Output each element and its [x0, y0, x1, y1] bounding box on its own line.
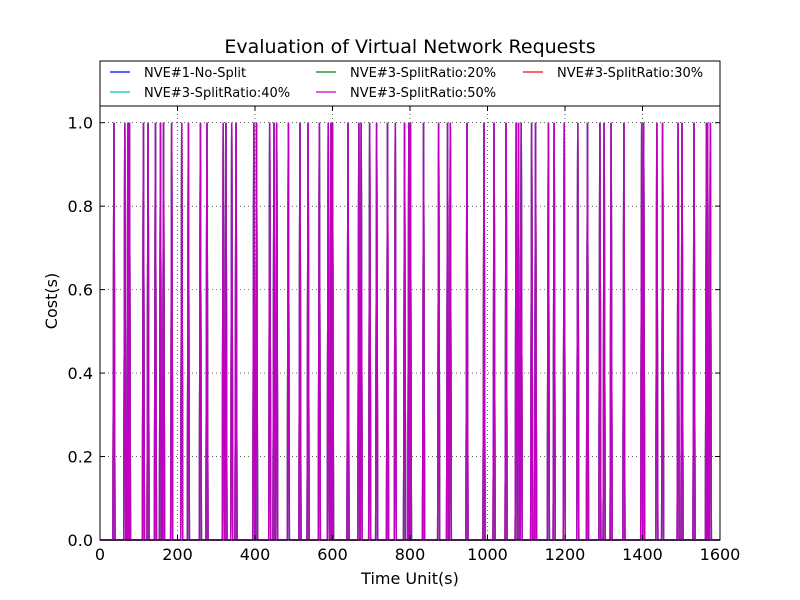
legend-frame [99, 60, 721, 107]
y-axis-label: Cost(s) [42, 273, 61, 329]
y-tick-label: 0.6 [68, 281, 93, 300]
x-tick-label: 800 [395, 545, 426, 564]
x-tick-label: 1600 [700, 545, 741, 564]
legend-label: NVE#1-No-Split [144, 66, 246, 81]
y-tick-label: 0.8 [68, 197, 93, 216]
legend-label: NVE#3-SplitRatio:20% [350, 66, 496, 81]
y-tick-label: 0.0 [68, 531, 93, 550]
x-tick-label: 200 [162, 545, 193, 564]
y-tick-labels: 0.0 0.2 0.4 0.6 0.8 1.0 [68, 114, 93, 550]
x-tick-label: 400 [240, 545, 271, 564]
x-tick-label: 0 [95, 545, 105, 564]
y-tick-label: 1.0 [68, 114, 93, 133]
chart-title: Evaluation of Virtual Network Requests [224, 36, 595, 58]
y-tick-label: 0.2 [68, 448, 93, 467]
legend-entry: NVE#3-SplitRatio:50% [316, 86, 496, 101]
legend-label: NVE#3-SplitRatio:50% [350, 86, 496, 101]
legend: NVE#1-No-Split NVE#3-SplitRatio:20% NVE#3-… [99, 60, 721, 107]
legend-label: NVE#3-SplitRatio:40% [144, 86, 290, 101]
x-tick-labels: 0 200 400 600 800 1000 1200 1400 1600 [95, 545, 740, 564]
legend-label: NVE#3-SplitRatio:30% [557, 66, 703, 81]
x-tick-label: 1000 [467, 545, 508, 564]
legend-entry: NVE#3-SplitRatio:30% [523, 66, 703, 81]
x-tick-label: 1200 [545, 545, 586, 564]
tick-marks [99, 106, 721, 541]
legend-entry: NVE#3-SplitRatio:20% [316, 66, 496, 81]
x-axis-label: Time Unit(s) [360, 569, 459, 588]
legend-entry: NVE#1-No-Split [110, 66, 246, 81]
x-tick-label: 600 [317, 545, 348, 564]
legend-entry: NVE#3-SplitRatio:40% [110, 86, 290, 101]
x-tick-label: 1400 [622, 545, 663, 564]
y-tick-label: 0.4 [68, 364, 93, 383]
